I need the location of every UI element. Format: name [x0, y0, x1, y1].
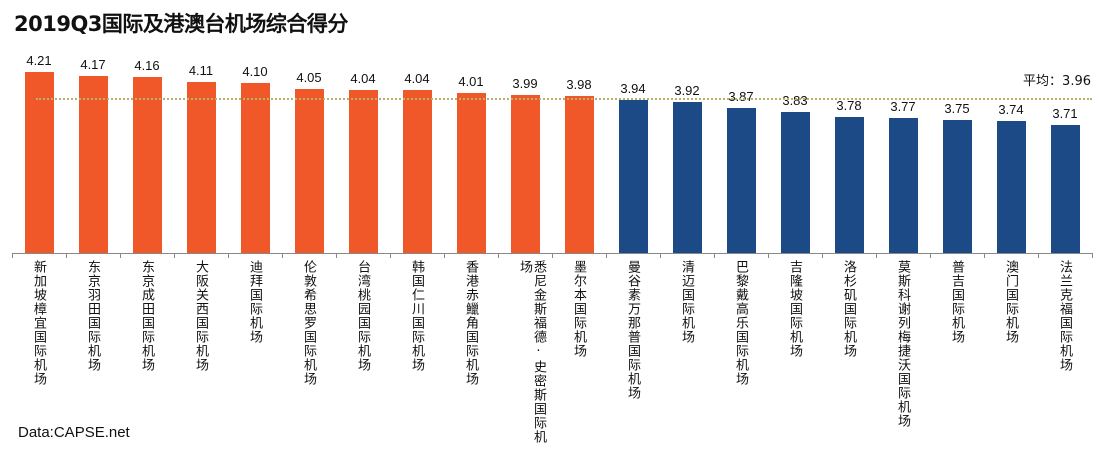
- x-axis-tick: [984, 253, 985, 258]
- bar: [834, 117, 864, 253]
- x-axis-tick: [1092, 253, 1093, 258]
- bar: [240, 83, 270, 253]
- bar: [294, 88, 324, 253]
- data-source: Data:CAPSE.net: [18, 424, 130, 441]
- value-label: 4.01: [458, 73, 484, 89]
- x-axis-tick: [228, 253, 229, 258]
- value-label: 4.10: [242, 64, 268, 80]
- value-label: 4.04: [404, 70, 430, 86]
- x-axis-tick: [552, 253, 553, 258]
- average-label: 平均：3.96: [1023, 74, 1091, 89]
- value-label: 3.94: [620, 81, 646, 97]
- category-label: 韩国仁川国际机场: [409, 260, 424, 372]
- bar: [618, 100, 648, 253]
- category-label: 东京羽田国际机场: [85, 260, 100, 372]
- value-label: 4.05: [296, 69, 322, 85]
- category-label: 迪拜国际机场: [247, 260, 262, 344]
- bar: [672, 102, 702, 253]
- bar: [348, 89, 378, 253]
- value-label: 3.71: [1052, 105, 1078, 121]
- bar: [186, 82, 216, 253]
- bar: [402, 89, 432, 253]
- bar: [456, 92, 486, 253]
- bar: [888, 118, 918, 253]
- bar: [132, 76, 162, 253]
- category-label: 墨尔本国际机场: [571, 260, 586, 358]
- bar: [1050, 124, 1080, 253]
- x-axis-tick: [120, 253, 121, 258]
- category-label: 普吉国际机场: [949, 260, 964, 344]
- category-label: 吉隆坡国际机场: [787, 260, 802, 358]
- bar: [24, 71, 54, 253]
- category-label: 新加坡樟宜国际机场: [31, 260, 46, 386]
- x-axis-tick: [822, 253, 823, 258]
- x-axis-tick: [606, 253, 607, 258]
- bar: [942, 120, 972, 253]
- x-axis-tick: [12, 253, 13, 258]
- x-axis-tick: [174, 253, 175, 258]
- x-axis-tick: [930, 253, 931, 258]
- category-label: 澳门国际机场: [1003, 260, 1018, 344]
- category-label: 法兰克福国际机场: [1057, 260, 1072, 372]
- value-label: 3.98: [566, 76, 592, 92]
- x-axis-tick: [282, 253, 283, 258]
- x-axis-tick: [660, 253, 661, 258]
- x-axis-tick: [336, 253, 337, 258]
- category-label: 巴黎戴高乐国际机场: [733, 260, 748, 386]
- value-label: 3.92: [674, 83, 700, 99]
- x-axis-tick: [390, 253, 391, 258]
- chart-title: 2019Q3国际及港澳台机场综合得分: [14, 12, 348, 36]
- category-label: 曼谷素万那普国际机场: [625, 260, 640, 400]
- category-label: 悉尼金斯福德·史密斯国际机场: [517, 260, 546, 444]
- value-label: 3.99: [512, 75, 538, 91]
- x-axis-tick: [498, 253, 499, 258]
- bar: [780, 111, 810, 253]
- value-label: 4.21: [26, 52, 52, 68]
- value-label: 4.04: [350, 70, 376, 86]
- bar: [996, 121, 1026, 253]
- value-label: 3.83: [782, 92, 808, 108]
- bar: [564, 95, 594, 253]
- x-axis-tick: [1038, 253, 1039, 258]
- x-axis-tick: [66, 253, 67, 258]
- x-axis-tick: [768, 253, 769, 258]
- x-axis-tick: [444, 253, 445, 258]
- value-label: 3.78: [836, 98, 862, 114]
- category-label: 莫斯科谢列梅捷沃国际机场: [895, 260, 910, 428]
- value-label: 3.87: [728, 88, 754, 104]
- value-label: 3.74: [998, 102, 1024, 118]
- category-label: 香港赤鱲角国际机场: [463, 260, 478, 386]
- value-label: 3.75: [944, 101, 970, 117]
- category-label: 清迈国际机场: [679, 260, 694, 344]
- category-label: 台湾桃园国际机场: [355, 260, 370, 372]
- bar: [510, 94, 540, 253]
- bar: [78, 75, 108, 253]
- value-label: 4.11: [188, 63, 214, 79]
- value-label: 4.16: [134, 57, 160, 73]
- x-axis-tick: [876, 253, 877, 258]
- category-label: 东京成田国际机场: [139, 260, 154, 372]
- value-label: 3.77: [890, 99, 916, 115]
- x-axis-tick: [714, 253, 715, 258]
- value-label: 4.17: [80, 56, 106, 72]
- category-label: 洛杉矶国际机场: [841, 260, 856, 358]
- average-line: [36, 98, 1092, 101]
- category-label: 伦敦希思罗国际机场: [301, 260, 316, 386]
- bar: [726, 107, 756, 253]
- category-label: 大阪关西国际机场: [193, 260, 208, 372]
